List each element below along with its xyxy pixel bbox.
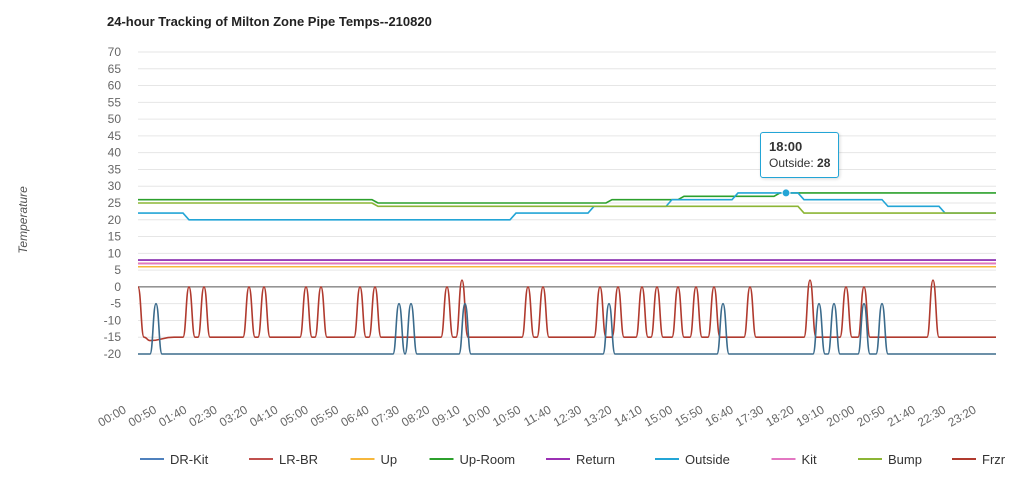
- x-tick-label: 09:10: [429, 402, 462, 429]
- y-tick-label: 65: [108, 62, 122, 76]
- legend-item-outside: Outside: [655, 452, 730, 467]
- y-tick-label: 50: [108, 112, 122, 126]
- x-tick-label: 08:20: [399, 402, 432, 429]
- legend-label: Return: [576, 452, 615, 467]
- tooltip-value: 28: [817, 155, 831, 170]
- y-tick-label: 5: [114, 263, 121, 277]
- tooltip-series: Outside: [769, 155, 811, 170]
- y-tick-label: 55: [108, 95, 122, 109]
- x-tick-label: 11:40: [521, 402, 554, 429]
- legend-label: Frzr: [982, 452, 1006, 467]
- x-tick-label: 10:50: [490, 402, 523, 429]
- x-tick-label: 21:40: [885, 402, 918, 429]
- series-line-bump: [138, 202, 996, 214]
- y-tick-label: 20: [108, 213, 122, 227]
- legend-item-dr-kit: DR-Kit: [140, 452, 209, 467]
- legend: DR-Kit LR-BR Up Up-Room Return Outside Kit Bump…: [140, 452, 1006, 467]
- legend-item-bump: Bump: [858, 452, 922, 467]
- x-tick-label: 16:40: [703, 402, 736, 429]
- x-tick-label: 15:00: [642, 402, 675, 429]
- tooltip: 18:00 Outside: 28: [760, 131, 840, 178]
- y-tick-label: 15: [108, 230, 122, 244]
- series-line-frzr: [137, 279, 996, 342]
- tooltip-marker: [781, 188, 791, 198]
- series-lines: [137, 192, 996, 355]
- x-tick-label: 22:30: [915, 402, 948, 429]
- tooltip-point: [781, 188, 791, 198]
- x-tick-label: 03:20: [217, 402, 250, 429]
- x-tick-label: 17:30: [733, 402, 766, 429]
- y-tick-label: 0: [114, 280, 121, 294]
- legend-item-up: Up: [350, 452, 398, 467]
- legend-label: Bump: [888, 452, 922, 467]
- y-tick-label: -5: [110, 297, 121, 311]
- x-tick-label: 20:50: [854, 402, 887, 429]
- x-tick-label: 12:30: [551, 402, 584, 429]
- series-line-pump: [137, 302, 996, 355]
- legend-label: Kit: [802, 452, 818, 467]
- x-tick-label: 06:40: [338, 402, 371, 429]
- x-tick-label: 00:50: [126, 402, 159, 429]
- x-tick-label: 20:00: [824, 402, 857, 429]
- legend-label: Up: [381, 452, 398, 467]
- legend-label: Up-Room: [460, 452, 516, 467]
- x-tick-label: 10:00: [460, 402, 493, 429]
- y-tick-label: 45: [108, 129, 122, 143]
- x-axis-ticks: 00:0000:5001:4002:3003:2004:1005:0005:50…: [95, 402, 978, 429]
- y-tick-label: 60: [108, 79, 122, 93]
- x-tick-label: 13:20: [581, 402, 614, 429]
- y-tick-label: 35: [108, 162, 122, 176]
- x-tick-label: 15:50: [672, 402, 705, 429]
- x-tick-label: 14:10: [612, 402, 645, 429]
- legend-item-return: Return: [546, 452, 615, 467]
- x-tick-label: 18:20: [763, 402, 796, 429]
- legend-label: LR-BR: [279, 452, 318, 467]
- legend-item-kit: Kit: [771, 452, 818, 467]
- legend-label: Outside: [685, 452, 730, 467]
- x-tick-label: 04:10: [247, 402, 280, 429]
- tooltip-time: 18:00: [769, 138, 803, 154]
- x-tick-label: 23:20: [945, 402, 978, 429]
- x-tick-label: 07:30: [369, 402, 402, 429]
- y-tick-label: -20: [104, 347, 122, 361]
- x-tick-label: 05:50: [308, 402, 341, 429]
- y-tick-label: -15: [104, 330, 122, 344]
- y-tick-label: -10: [104, 313, 122, 327]
- x-tick-label: 00:00: [95, 402, 128, 429]
- y-tick-label: 40: [108, 146, 122, 160]
- chart-title: 24-hour Tracking of Milton Zone Pipe Tem…: [107, 14, 432, 29]
- legend-label: DR-Kit: [170, 452, 209, 467]
- x-tick-label: 02:30: [187, 402, 220, 429]
- series-line-outside: [138, 192, 996, 221]
- y-tick-label: 25: [108, 196, 122, 210]
- y-tick-label: 30: [108, 179, 122, 193]
- y-tick-label: 70: [108, 45, 122, 59]
- legend-item-lr-br: LR-BR: [249, 452, 318, 467]
- y-axis-label: Temperature: [16, 186, 30, 254]
- x-tick-label: 05:00: [278, 402, 311, 429]
- y-tick-label: 10: [108, 246, 122, 260]
- x-tick-label: 01:40: [156, 402, 189, 429]
- legend-item-frzr: Frzr: [952, 452, 1006, 467]
- series-line-up-room: [138, 192, 996, 204]
- legend-item-up-room: Up-Room: [429, 452, 516, 467]
- x-tick-label: 19:10: [794, 402, 827, 429]
